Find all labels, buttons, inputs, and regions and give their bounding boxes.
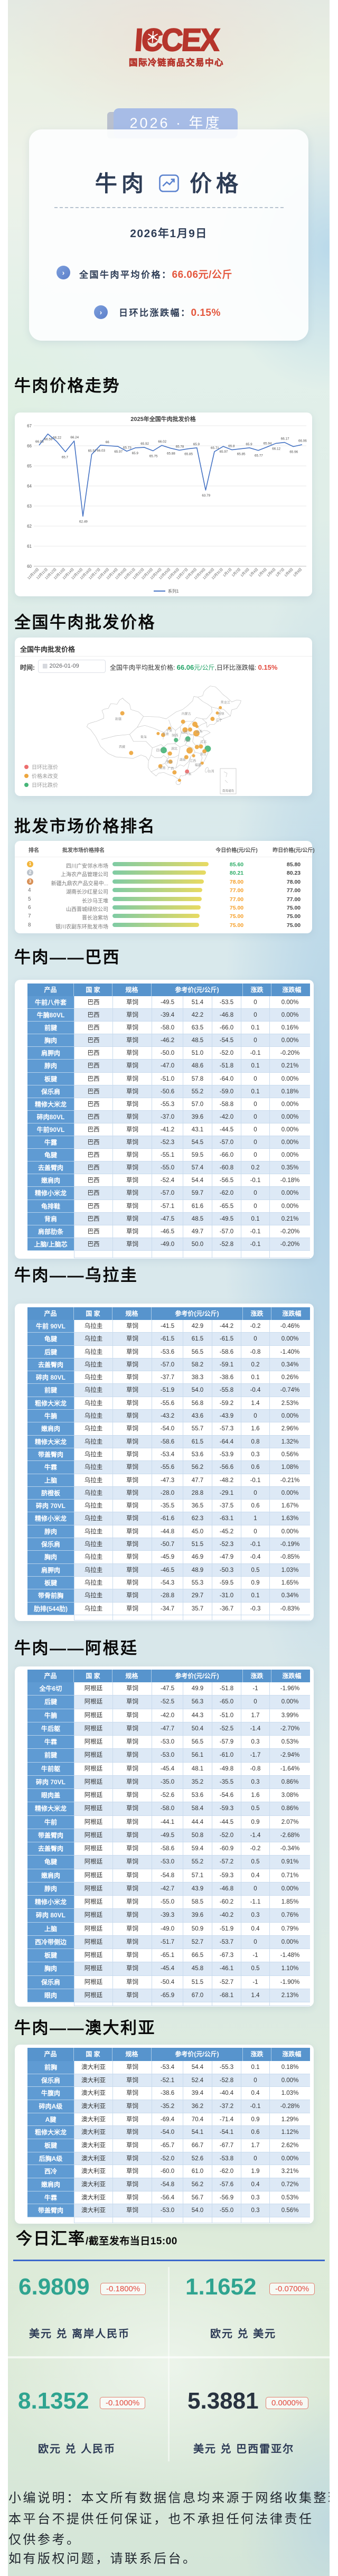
- svg-text:陕西: 陕西: [172, 734, 178, 738]
- svg-text:65.77: 65.77: [255, 454, 263, 458]
- svg-text:60: 60: [27, 564, 32, 569]
- svg-text:65: 65: [27, 464, 32, 469]
- svg-text:南海诸岛: 南海诸岛: [222, 789, 234, 793]
- svg-text:广西: 广西: [167, 766, 174, 771]
- svg-text:宁夏: 宁夏: [166, 728, 172, 733]
- svg-text:65.97: 65.97: [114, 450, 123, 454]
- svg-text:1月1日: 1月1日: [222, 567, 233, 578]
- svg-text:65.57: 65.57: [88, 449, 97, 453]
- svg-text:浙江: 浙江: [200, 752, 206, 756]
- svg-text:65.8: 65.8: [228, 445, 235, 448]
- svg-text:江西: 江西: [190, 760, 196, 763]
- svg-text:内蒙古: 内蒙古: [182, 712, 191, 716]
- svg-text:65.75: 65.75: [149, 455, 158, 458]
- svg-text:1月9日: 1月9日: [292, 567, 303, 578]
- svg-text:辽宁: 辽宁: [216, 718, 222, 722]
- svg-text:1月3日: 1月3日: [240, 567, 250, 578]
- svg-text:66.02: 66.02: [158, 440, 166, 444]
- svg-text:1月2日: 1月2日: [231, 567, 241, 578]
- svg-text:四川: 四川: [156, 748, 163, 752]
- svg-text:66.22: 66.22: [53, 436, 61, 440]
- svg-text:61: 61: [27, 544, 32, 549]
- svg-text:62.49: 62.49: [79, 520, 88, 523]
- svg-text:山西: 山西: [181, 730, 187, 735]
- svg-text:65.88: 65.88: [167, 452, 175, 456]
- svg-text:65.85: 65.85: [184, 453, 193, 456]
- svg-text:2025年全国牛肉批发价格: 2025年全国牛肉批发价格: [130, 415, 196, 423]
- svg-text:吉林: 吉林: [218, 712, 224, 716]
- svg-text:66.06: 66.06: [298, 439, 307, 443]
- svg-text:台湾: 台湾: [208, 769, 214, 773]
- svg-text:62: 62: [27, 524, 32, 529]
- svg-text:湖北: 湖北: [171, 747, 177, 751]
- svg-text:黑龙江: 黑龙江: [221, 700, 230, 705]
- svg-text:江苏: 江苏: [200, 740, 206, 744]
- svg-text:65.92: 65.92: [140, 442, 149, 446]
- svg-text:65.94: 65.94: [264, 442, 272, 445]
- svg-text:65.9: 65.9: [246, 443, 252, 446]
- svg-text:63: 63: [27, 504, 32, 509]
- svg-text:西藏: 西藏: [119, 745, 125, 749]
- svg-text:甘肃: 甘肃: [163, 732, 169, 736]
- svg-text:66.59: 66.59: [44, 438, 53, 442]
- svg-text:云南: 云南: [159, 766, 165, 770]
- svg-text:66.03: 66.03: [97, 449, 105, 453]
- svg-text:1月6日: 1月6日: [266, 567, 277, 578]
- svg-text:66.03: 66.03: [35, 440, 44, 444]
- svg-text:青海: 青海: [140, 735, 147, 739]
- svg-text:福建: 福建: [195, 763, 201, 767]
- svg-text:65.96: 65.96: [289, 451, 298, 454]
- svg-text:64: 64: [27, 484, 32, 489]
- svg-text:河南: 河南: [184, 739, 190, 743]
- svg-text:65.78: 65.78: [176, 445, 184, 448]
- svg-text:66: 66: [27, 444, 32, 448]
- svg-text:1月4日: 1月4日: [248, 567, 259, 578]
- svg-text:新疆: 新疆: [115, 717, 121, 722]
- svg-text:1月7日: 1月7日: [275, 567, 285, 578]
- svg-text:系列1: 系列1: [168, 588, 179, 594]
- svg-text:66: 66: [106, 441, 110, 444]
- svg-text:湖南: 湖南: [180, 757, 186, 762]
- svg-text:65.9: 65.9: [132, 452, 139, 455]
- svg-text:65.85: 65.85: [237, 453, 246, 456]
- svg-text:67: 67: [27, 424, 32, 428]
- svg-text:广东: 广东: [185, 772, 192, 776]
- svg-text:1月8日: 1月8日: [284, 567, 294, 578]
- svg-text:山东: 山东: [196, 729, 203, 734]
- svg-text:1月5日: 1月5日: [257, 567, 268, 578]
- svg-text:65.73: 65.73: [123, 446, 132, 449]
- svg-text:贵州: 贵州: [166, 760, 173, 764]
- svg-text:65.7: 65.7: [62, 455, 69, 459]
- svg-text:65.97: 65.97: [220, 450, 228, 454]
- svg-text:63.79: 63.79: [202, 494, 210, 498]
- svg-text:66.17: 66.17: [281, 437, 289, 441]
- svg-text:66.24: 66.24: [70, 436, 79, 439]
- svg-text:65.71: 65.71: [211, 446, 219, 450]
- svg-text:65.9: 65.9: [193, 443, 200, 446]
- svg-text:66.12: 66.12: [272, 447, 280, 451]
